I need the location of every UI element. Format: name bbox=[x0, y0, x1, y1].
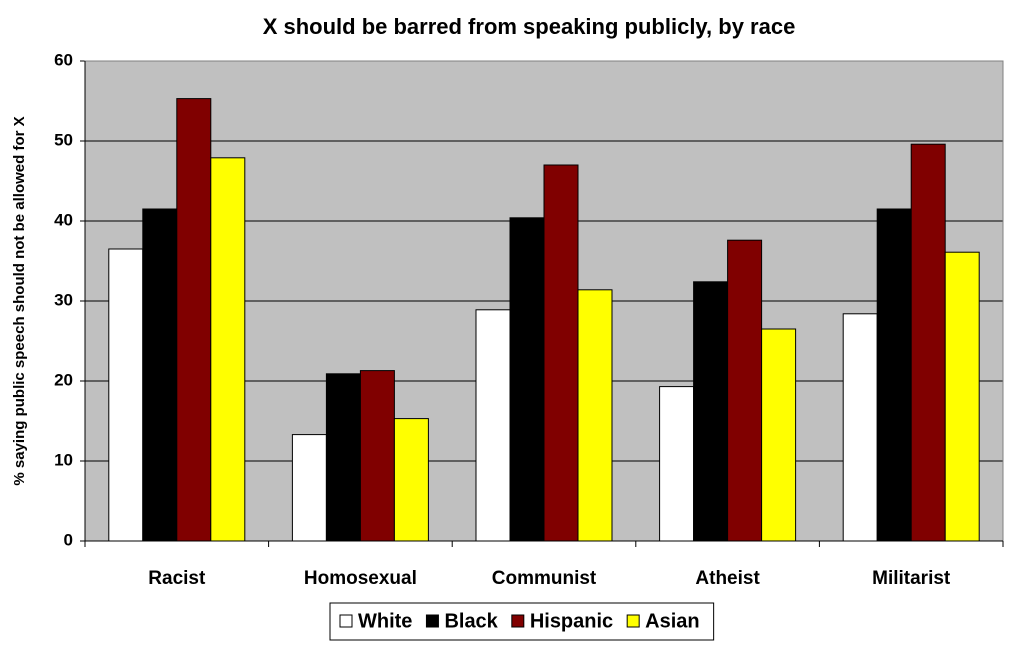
legend-label: Black bbox=[444, 610, 498, 632]
bar bbox=[577, 289, 613, 542]
x-tick-label: Militarist bbox=[872, 568, 951, 589]
bar bbox=[393, 418, 429, 542]
bar bbox=[325, 373, 361, 542]
bar bbox=[842, 313, 878, 542]
legend-swatch bbox=[339, 614, 353, 628]
bar bbox=[910, 143, 946, 542]
bar bbox=[876, 208, 912, 542]
bar bbox=[509, 217, 545, 542]
x-tick-label: Communist bbox=[492, 568, 597, 589]
y-tick-label: 20 bbox=[54, 370, 73, 389]
y-axis-label: % saying public speech should not be all… bbox=[11, 116, 28, 485]
bar bbox=[475, 309, 511, 542]
legend-swatch bbox=[626, 614, 640, 628]
bar bbox=[761, 328, 797, 542]
bar bbox=[543, 164, 579, 542]
bar bbox=[727, 239, 763, 542]
x-tick-label: Homosexual bbox=[304, 568, 417, 589]
y-tick-label: 40 bbox=[54, 210, 73, 229]
y-tick-label: 50 bbox=[54, 130, 73, 149]
x-tick-label: Racist bbox=[148, 568, 206, 589]
legend bbox=[329, 602, 715, 641]
y-tick-label: 0 bbox=[64, 530, 73, 549]
bar bbox=[291, 434, 327, 542]
x-tick-label: Atheist bbox=[695, 568, 760, 589]
y-tick-label: 30 bbox=[54, 290, 73, 309]
bar bbox=[659, 386, 695, 542]
legend-swatch bbox=[511, 614, 525, 628]
legend-label: Asian bbox=[645, 610, 699, 632]
y-tick-label: 60 bbox=[54, 50, 73, 69]
y-tick-label: 10 bbox=[54, 450, 73, 469]
chart-title: X should be barred from speaking publicl… bbox=[263, 14, 796, 39]
bar bbox=[693, 281, 729, 542]
legend-swatch bbox=[425, 614, 439, 628]
bar bbox=[210, 157, 246, 542]
bar bbox=[176, 98, 212, 542]
legend-label: White bbox=[358, 610, 412, 632]
bar bbox=[359, 370, 395, 542]
legend-label: Hispanic bbox=[530, 610, 613, 632]
bar bbox=[944, 251, 980, 542]
bar bbox=[108, 248, 144, 542]
bar bbox=[142, 208, 178, 542]
